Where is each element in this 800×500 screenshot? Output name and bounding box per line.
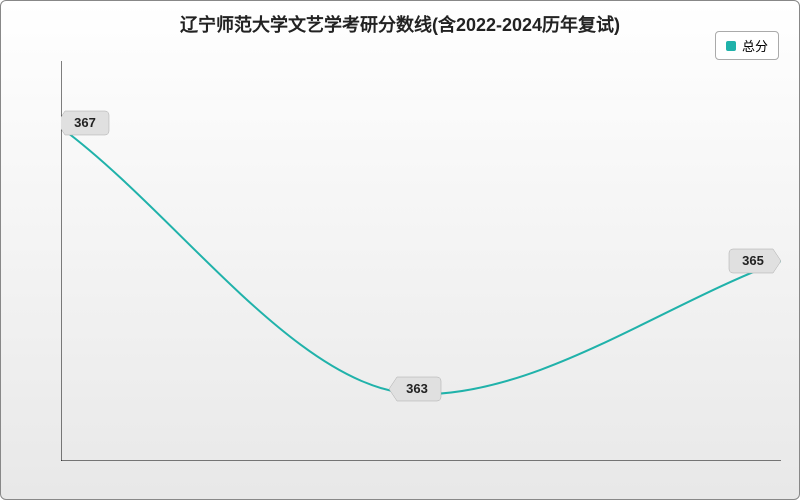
datapoint-label-text: 367 [74, 115, 96, 130]
series-line [61, 128, 781, 395]
legend-swatch [726, 41, 736, 51]
datapoint-label: 367 [61, 111, 109, 135]
legend-label: 总分 [742, 36, 768, 55]
chart-title: 辽宁师范大学文艺学考研分数线(含2022-2024历年复试) [1, 11, 799, 37]
datapoint-label: 365 [729, 249, 781, 273]
datapoint-label-text: 363 [406, 381, 428, 396]
datapoint-label-text: 365 [742, 253, 764, 268]
plot-area: 362 363.2 364.4 365.6 366.8 368 2022年 20… [61, 61, 781, 461]
chart-svg: 362 363.2 364.4 365.6 366.8 368 2022年 20… [61, 61, 781, 461]
legend: 总分 [715, 31, 779, 60]
datapoint-label: 363 [389, 377, 441, 401]
chart-container: 辽宁师范大学文艺学考研分数线(含2022-2024历年复试) 总分 362 36… [0, 0, 800, 500]
